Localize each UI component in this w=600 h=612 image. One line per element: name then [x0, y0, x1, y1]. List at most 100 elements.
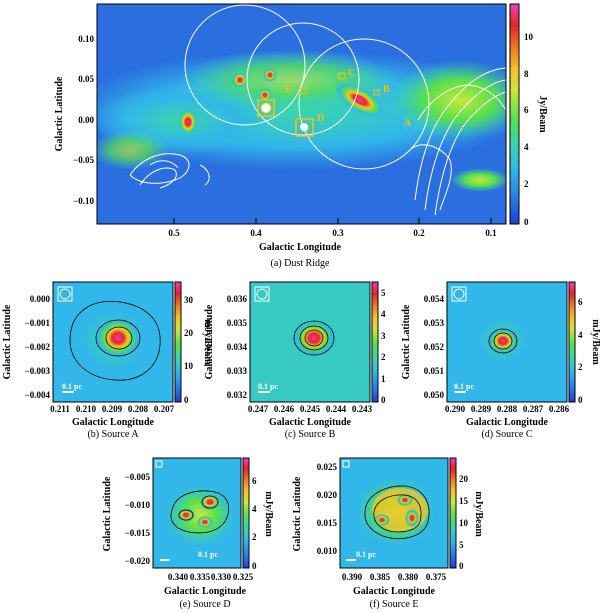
scale-bar-label: 0.1 pc: [356, 550, 376, 559]
panel-b: 0.1 pc 0.211 0.210 0.209 0.208 0.207 0.0…: [2, 281, 213, 440]
scale-bar-label: 0.1 pc: [258, 382, 278, 391]
caption-f: (f) Source E: [370, 599, 419, 610]
y-tick-label: 0.025: [317, 462, 338, 472]
source-blob: [294, 320, 334, 356]
cbar-tick: 0: [578, 395, 583, 405]
cbar-tick: 0: [524, 217, 529, 227]
cbar-label: mJy/Beam: [263, 491, 274, 537]
y-tick-label: 0.020: [317, 490, 338, 500]
cbar-tick: 6: [578, 297, 583, 307]
y-tick-label: 0.035: [227, 318, 248, 328]
x-tick-label: 0.1: [485, 228, 497, 238]
source-blob: [178, 108, 198, 136]
cbar-label: Jy/Beam: [537, 95, 548, 133]
x-tick-label: 0.207: [154, 404, 175, 414]
y-tick-label: 0.000: [30, 294, 51, 304]
x-tick-label: 0.390: [342, 572, 363, 582]
cbar-tick: 2: [524, 179, 529, 189]
x-tick-label: 0.335: [190, 572, 211, 582]
x-tick-label: 0.244: [326, 404, 347, 414]
x-tick-label: 0.4: [250, 228, 262, 238]
y-axis-label: Galactic Latitude: [54, 76, 65, 151]
continuum-contours: [129, 4, 506, 216]
y-tick-label: −0.010: [125, 500, 151, 510]
cbar-tick: 4: [578, 330, 583, 340]
x-tick-label: 0.287: [523, 404, 544, 414]
caption-a: (a) Dust Ridge: [271, 258, 330, 269]
x-tick-label: 0.330: [211, 572, 232, 582]
x-tick-label: 0.243: [352, 404, 373, 414]
y-tick-label: −0.003: [25, 366, 51, 376]
x-axis-label: Galactic Longitude: [353, 586, 436, 597]
y-tick-label: 0.053: [424, 318, 445, 328]
cbar-tick: 2: [252, 532, 257, 542]
cbar-tick: 4: [381, 309, 386, 319]
x-axis-label: Galactic Longitude: [164, 586, 247, 597]
dust-ridge-map: E C B D A: [97, 4, 506, 224]
caption-b: (b) Source A: [87, 429, 139, 440]
y-tick-label: 0.05: [78, 74, 94, 84]
cbar-tick: 5: [381, 288, 386, 298]
cbar-label: mJy/Beam: [473, 491, 484, 537]
cbar-tick: 0: [459, 561, 464, 571]
cbar-tick: 5: [459, 540, 464, 550]
source-blob: [96, 318, 140, 358]
y-tick-label: 0.050: [424, 390, 445, 400]
source-blob: [488, 328, 518, 354]
caption-e: (e) Source D: [179, 599, 230, 610]
colorbar: [509, 3, 520, 225]
y-tick-label: 0.015: [317, 518, 338, 528]
cbar-tick: 6: [524, 105, 529, 115]
cbar-tick: 4: [252, 504, 257, 514]
x-tick-label: 0.290: [445, 404, 466, 414]
y-tick-label: 0.00: [78, 115, 94, 125]
x-axis-label: Galactic Longitude: [269, 417, 352, 428]
y-axis-label: Galactic Latitude: [102, 476, 113, 551]
x-axis-label: Galactic Longitude: [259, 242, 342, 253]
y-tick-label: −0.05: [73, 155, 94, 165]
x-axis-label: Galactic Longitude: [466, 417, 549, 428]
cbar-tick: 0: [381, 395, 386, 405]
x-tick-label: 0.211: [50, 404, 70, 414]
scale-bar-label: 0.1 pc: [62, 382, 82, 391]
cbar-tick: 0: [252, 561, 257, 571]
caption-c: (c) Source B: [285, 429, 336, 440]
x-tick-label: 0.286: [549, 404, 570, 414]
y-axis-label: Galactic Latitude: [204, 304, 215, 379]
source-blob: [258, 88, 272, 102]
cbar-tick: 3: [381, 331, 386, 341]
panel-d: 0.1 pc 0.290 0.289 0.288 0.287 0.286 0.0…: [401, 281, 600, 440]
x-tick-label: 0.380: [398, 572, 419, 582]
panel-f: 0.1 pc 0.390 0.385 0.380 0.375 0.025 0.0…: [292, 457, 484, 610]
y-tick-label: 0.032: [227, 390, 248, 400]
y-tick-label: −0.004: [25, 390, 51, 400]
x-ticks: [173, 218, 492, 224]
cbar-tick: 15: [459, 496, 469, 506]
scale-bar-label: 0.1 pc: [198, 550, 218, 559]
cbar-tick: 1: [381, 374, 386, 384]
cbar-tick: 10: [459, 518, 469, 528]
source-label-e: E: [285, 84, 292, 95]
source-label-b: B: [383, 84, 390, 95]
y-tick-label: 0.010: [317, 546, 338, 556]
x-tick-label: 0.340: [168, 572, 189, 582]
source-markers: [257, 72, 380, 137]
x-tick-label: 0.247: [248, 404, 269, 414]
x-tick-label: 0.288: [497, 404, 518, 414]
y-tick-label: −0.001: [25, 318, 51, 328]
y-tick-label: −0.002: [25, 342, 51, 352]
cbar-tick: 0: [184, 395, 189, 405]
cbar-tick: 6: [252, 476, 257, 486]
source-label-a: A: [404, 118, 412, 129]
cbar-tick: 2: [578, 362, 583, 372]
y-tick-label: 0.034: [227, 342, 248, 352]
cbar-tick: 20: [459, 474, 469, 484]
cbar-tick: 10: [524, 32, 534, 42]
source-blob: [232, 72, 248, 88]
y-tick-label: 0.051: [424, 366, 445, 376]
cbar-tick: 8: [524, 69, 529, 79]
source-blob: [263, 68, 277, 82]
x-tick-label: 0.385: [370, 572, 391, 582]
cbar-tick: 4: [524, 142, 529, 152]
